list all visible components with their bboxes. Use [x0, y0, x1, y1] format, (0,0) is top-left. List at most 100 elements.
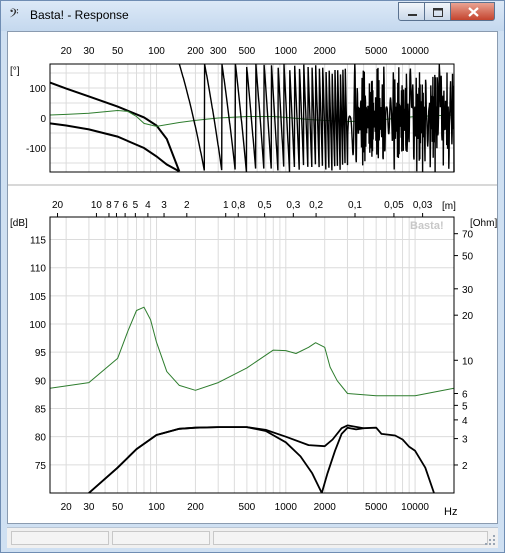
db-tick-label: 85 [35, 405, 47, 416]
db-tick-label: 115 [30, 236, 46, 247]
db-tick-label: 105 [29, 292, 46, 303]
wavelength-tick-label: 0,05 [384, 200, 404, 211]
frequency-tick-label: 50 [112, 502, 124, 513]
frequency-tick-label: 20 [61, 502, 73, 513]
wavelength-tick-label: 7 [114, 200, 120, 211]
phase-x-tick-label: 20 [61, 46, 73, 57]
ohm-tick-label: 3 [462, 435, 468, 446]
ohm-tick-label: 70 [462, 230, 474, 241]
bass-clef-icon: 𝄢 [9, 6, 19, 24]
db-tick-label: 90 [35, 376, 47, 387]
window-title: Basta! - Response [30, 8, 129, 22]
maximize-button[interactable] [424, 2, 451, 21]
phase-x-tick-label: 10000 [401, 46, 429, 57]
db-tick-label: 95 [35, 348, 47, 359]
frequency-tick-labels: 20 30 50 100 200 500 1000 2000 5000 10000 [61, 502, 430, 513]
wavelength-tick-label: 2 [184, 200, 190, 211]
phase-x-tick-label: 100 [148, 46, 165, 57]
ohm-tick-label: 30 [462, 285, 474, 296]
phase-series-line [49, 122, 180, 173]
wavelength-tick-label: 0,3 [286, 200, 300, 211]
impedance-line [49, 306, 455, 397]
frequency-tick-label: 100 [148, 502, 165, 513]
phase-y-tick-label: -100 [26, 144, 46, 155]
wavelength-tick-label: 0,8 [231, 200, 245, 211]
phase-x-tick-label: 30 [83, 46, 95, 57]
db-tick-label: 75 [35, 461, 47, 472]
phase-x-tick-label: 300 [210, 46, 227, 57]
phase-x-tick-label: 5000 [365, 46, 388, 57]
wavelength-tick-label: 5 [133, 200, 139, 211]
frequency-tick-label: 10000 [401, 502, 429, 513]
ohm-tick-label: 2 [462, 461, 468, 472]
close-button[interactable] [450, 2, 495, 21]
status-pane-2 [112, 531, 210, 545]
ohm-tick-label: 20 [462, 311, 474, 322]
phase-x-tick-labels: 20 30 50 100 200 300 500 1000 2000 5000 10000 [61, 46, 430, 57]
frequency-tick-label: 200 [187, 502, 204, 513]
wavelength-tick-label: 0,2 [309, 200, 323, 211]
wavelength-tick-label: 0,03 [413, 200, 433, 211]
minimize-button[interactable] [398, 2, 425, 21]
phase-series [49, 63, 455, 173]
frequency-tick-label: 30 [83, 502, 95, 513]
frequency-tick-label: 2000 [314, 502, 337, 513]
wavelength-tick-label: 6 [122, 200, 128, 211]
phase-y-tick-label: 100 [29, 84, 46, 95]
wavelength-tick-label: 10 [91, 200, 103, 211]
wavelength-unit-label: [m] [442, 201, 456, 212]
phase-x-tick-label: 500 [239, 46, 256, 57]
ohm-tick-label: 4 [462, 416, 468, 427]
wavelength-tick-label: 8 [106, 200, 112, 211]
phase-x-tick-label: 1000 [275, 46, 298, 57]
watermark-logo: Basta! [410, 220, 444, 232]
minimize-icon [408, 14, 417, 16]
chart-area: 20 30 50 100 200 300 500 1000 2000 5000 10000 100 0… [7, 31, 498, 524]
phase-x-tick-label: 2000 [314, 46, 337, 57]
response-series [49, 306, 455, 494]
wavelength-tick-label: 3 [161, 200, 167, 211]
wavelength-tick-label: 4 [145, 200, 151, 211]
ohm-tick-label: 50 [462, 252, 474, 263]
response-grid [50, 217, 455, 493]
spl-line [88, 426, 323, 494]
db-unit-label: [dB] [10, 218, 28, 229]
response-plot-frame [49, 216, 455, 494]
ohm-tick-label: 6 [462, 390, 468, 401]
response-chart[interactable]: 20 10 8 7 6 5 4 3 2 1 0,8 0,5 0,3 0,2 0,1 0,05 0,03 1151… [8, 189, 497, 519]
wavelength-tick-label: 0,1 [348, 200, 362, 211]
spl-line [88, 424, 435, 494]
status-pane-1 [11, 531, 109, 545]
wavelength-tick-labels: 20 10 8 7 6 5 4 3 2 1 0,8 0,5 0,3 0,2 0,1 0,05 0,03 [52, 200, 433, 217]
ohm-unit-label: [Ohm] [470, 218, 497, 229]
status-bar [7, 527, 498, 548]
resize-grip-icon[interactable] [484, 534, 496, 546]
frequency-tick-label: 500 [239, 502, 256, 513]
close-icon [468, 7, 479, 17]
wavelength-tick-label: 1 [223, 200, 229, 211]
phase-y-tick-labels: 100 0 -100 [26, 84, 46, 155]
db-tick-label: 100 [29, 320, 46, 331]
spl-line [320, 426, 364, 494]
wavelength-tick-label: 0,5 [258, 200, 272, 211]
phase-x-tick-label: 50 [112, 46, 124, 57]
title-bar[interactable]: 𝄢 Basta! - Response [1, 1, 504, 31]
phase-y-tick-label: 0 [40, 114, 46, 125]
phase-plot-frame [49, 63, 455, 173]
ohm-tick-label: 10 [462, 356, 474, 367]
db-tick-label: 110 [30, 264, 46, 275]
phase-y-unit: [°] [10, 66, 20, 77]
status-pane-3 [213, 531, 488, 545]
phase-series-line [49, 81, 181, 172]
db-tick-labels: 115 110 105 100 95 90 85 80 75 [29, 236, 46, 472]
pane-splitter[interactable] [8, 182, 497, 188]
frequency-tick-label: 1000 [275, 502, 298, 513]
phase-wrap-trace [178, 63, 455, 173]
frequency-unit-label: Hz [444, 506, 457, 518]
phase-x-tick-label: 200 [187, 46, 204, 57]
ohm-tick-labels: 70 50 30 20 10 65 4 3 2 [454, 230, 474, 472]
db-tick-label: 80 [35, 433, 47, 444]
maximize-icon [433, 8, 443, 17]
phase-chart[interactable]: 20 30 50 100 200 300 500 1000 2000 5000 10000 1000… [8, 32, 497, 180]
